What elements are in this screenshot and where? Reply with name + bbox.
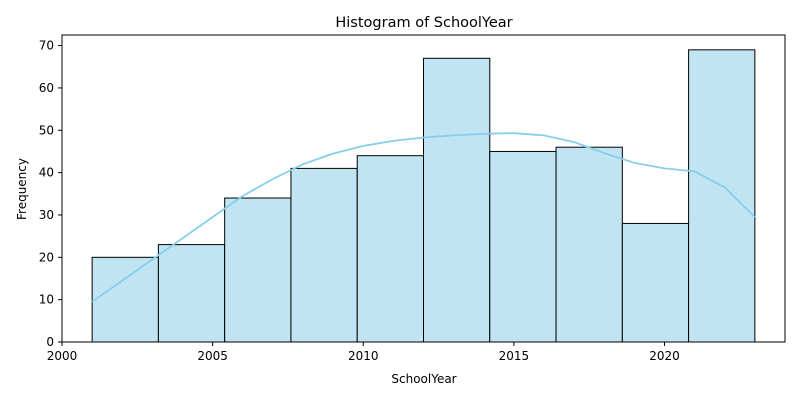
x-axis-ticks: 2000 2005 2010 2015 2020 [47,342,680,363]
bars-group [91,49,756,343]
histogram-bar-7 [489,150,557,343]
x-tick-label: 2005 [197,349,228,363]
histogram-bar-8 [555,146,623,343]
histogram-bar-3 [224,197,292,343]
y-tick-label: 50 [39,123,54,137]
x-tick-label: 2015 [499,349,530,363]
kde-line [91,132,756,303]
y-tick-label: 10 [39,293,54,307]
histogram-bar-4 [290,167,358,343]
histogram-bar-1 [91,256,159,343]
y-tick-label: 20 [39,250,54,264]
kde-group [91,132,756,303]
y-tick-label: 0 [46,335,54,349]
histogram-bar-9 [621,222,690,343]
x-tick-label: 2010 [348,349,379,363]
histogram-bar-10 [688,49,756,343]
histogram-bar-6 [423,57,491,343]
y-axis-label: Frequency [15,158,29,220]
plot-frame [61,34,786,343]
x-tick-label: 2000 [47,349,78,363]
y-tick-label: 30 [39,208,54,222]
histogram-bar-5 [356,155,425,343]
x-axis-label: SchoolYear [391,372,456,386]
y-tick-label: 60 [39,81,54,95]
y-tick-label: 70 [39,39,54,53]
histogram-bar-2 [157,244,226,343]
x-tick-label: 2020 [649,349,680,363]
y-tick-label: 40 [39,166,54,180]
chart-title: Histogram of SchoolYear [335,15,512,31]
y-axis-ticks: 0 10 20 30 40 50 60 70 [39,39,62,349]
